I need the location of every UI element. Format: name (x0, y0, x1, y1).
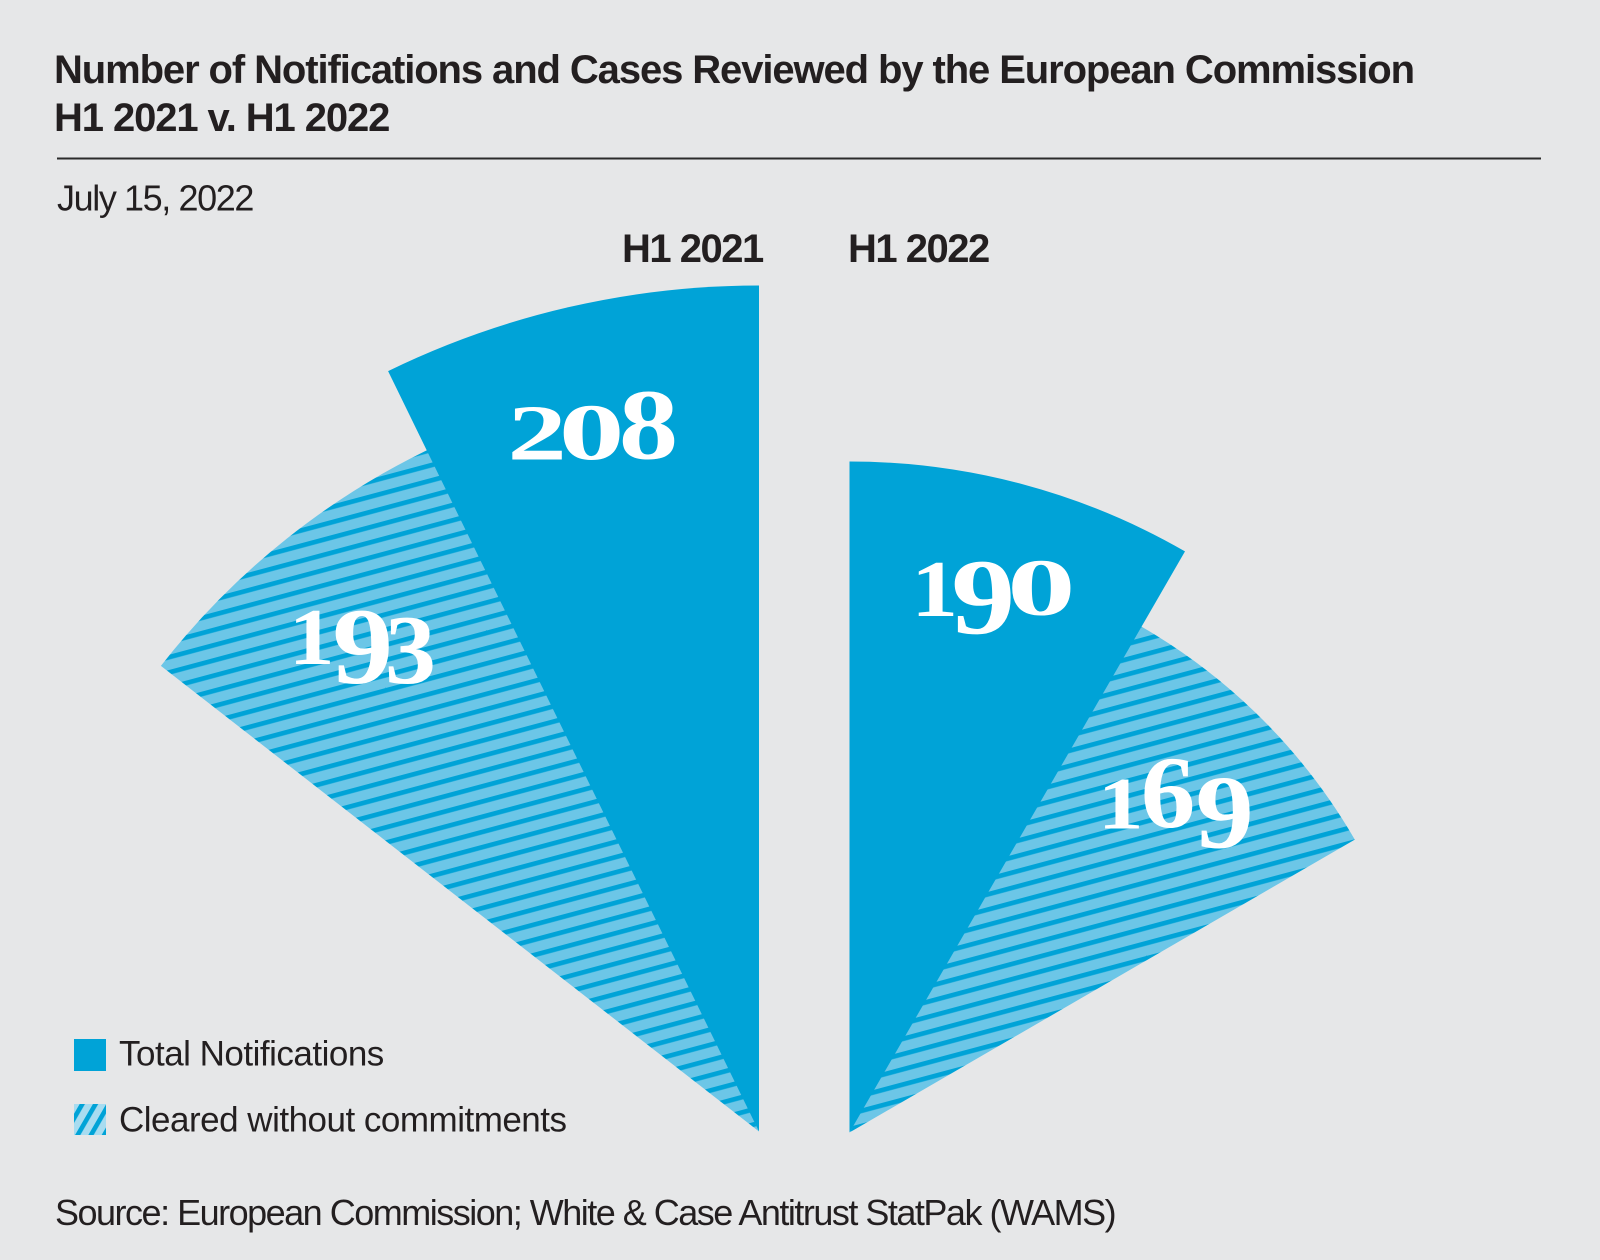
svg-text:9: 9 (1196, 755, 1254, 871)
svg-text:0: 0 (559, 388, 625, 477)
svg-text:Total Notifications: Total Notifications (119, 1034, 384, 1073)
svg-text:9: 9 (332, 586, 393, 707)
svg-text:July 15, 2022: July 15, 2022 (57, 178, 253, 219)
svg-text:H1 2021: H1 2021 (622, 227, 764, 271)
svg-text:6: 6 (1141, 736, 1196, 849)
svg-text:1: 1 (911, 544, 958, 634)
svg-text:Source: European Commission; W: Source: European Commission; White & Cas… (55, 1192, 1115, 1233)
svg-text:Cleared without commitments: Cleared without commitments (119, 1101, 567, 1140)
svg-text:0: 0 (1007, 544, 1076, 633)
svg-text:1: 1 (1098, 763, 1144, 845)
svg-text:3: 3 (385, 595, 436, 705)
svg-text:Number of Notifications and Ca: Number of Notifications and Cases Review… (54, 48, 1414, 92)
svg-text:8: 8 (619, 369, 678, 481)
svg-text:9: 9 (951, 537, 1015, 657)
svg-text:1: 1 (289, 592, 335, 681)
svg-text:2: 2 (507, 389, 567, 477)
svg-text:H1 2021 v. H1 2022: H1 2021 v. H1 2022 (54, 96, 389, 140)
svg-text:H1 2022: H1 2022 (848, 227, 989, 271)
